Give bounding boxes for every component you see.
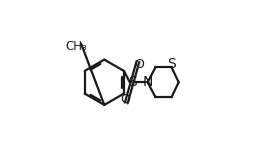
Text: N: N	[142, 75, 153, 89]
Text: O: O	[134, 58, 144, 71]
Text: CH₃: CH₃	[66, 40, 87, 53]
Text: S: S	[167, 57, 176, 71]
Text: O: O	[121, 93, 131, 106]
Text: S: S	[128, 75, 136, 89]
